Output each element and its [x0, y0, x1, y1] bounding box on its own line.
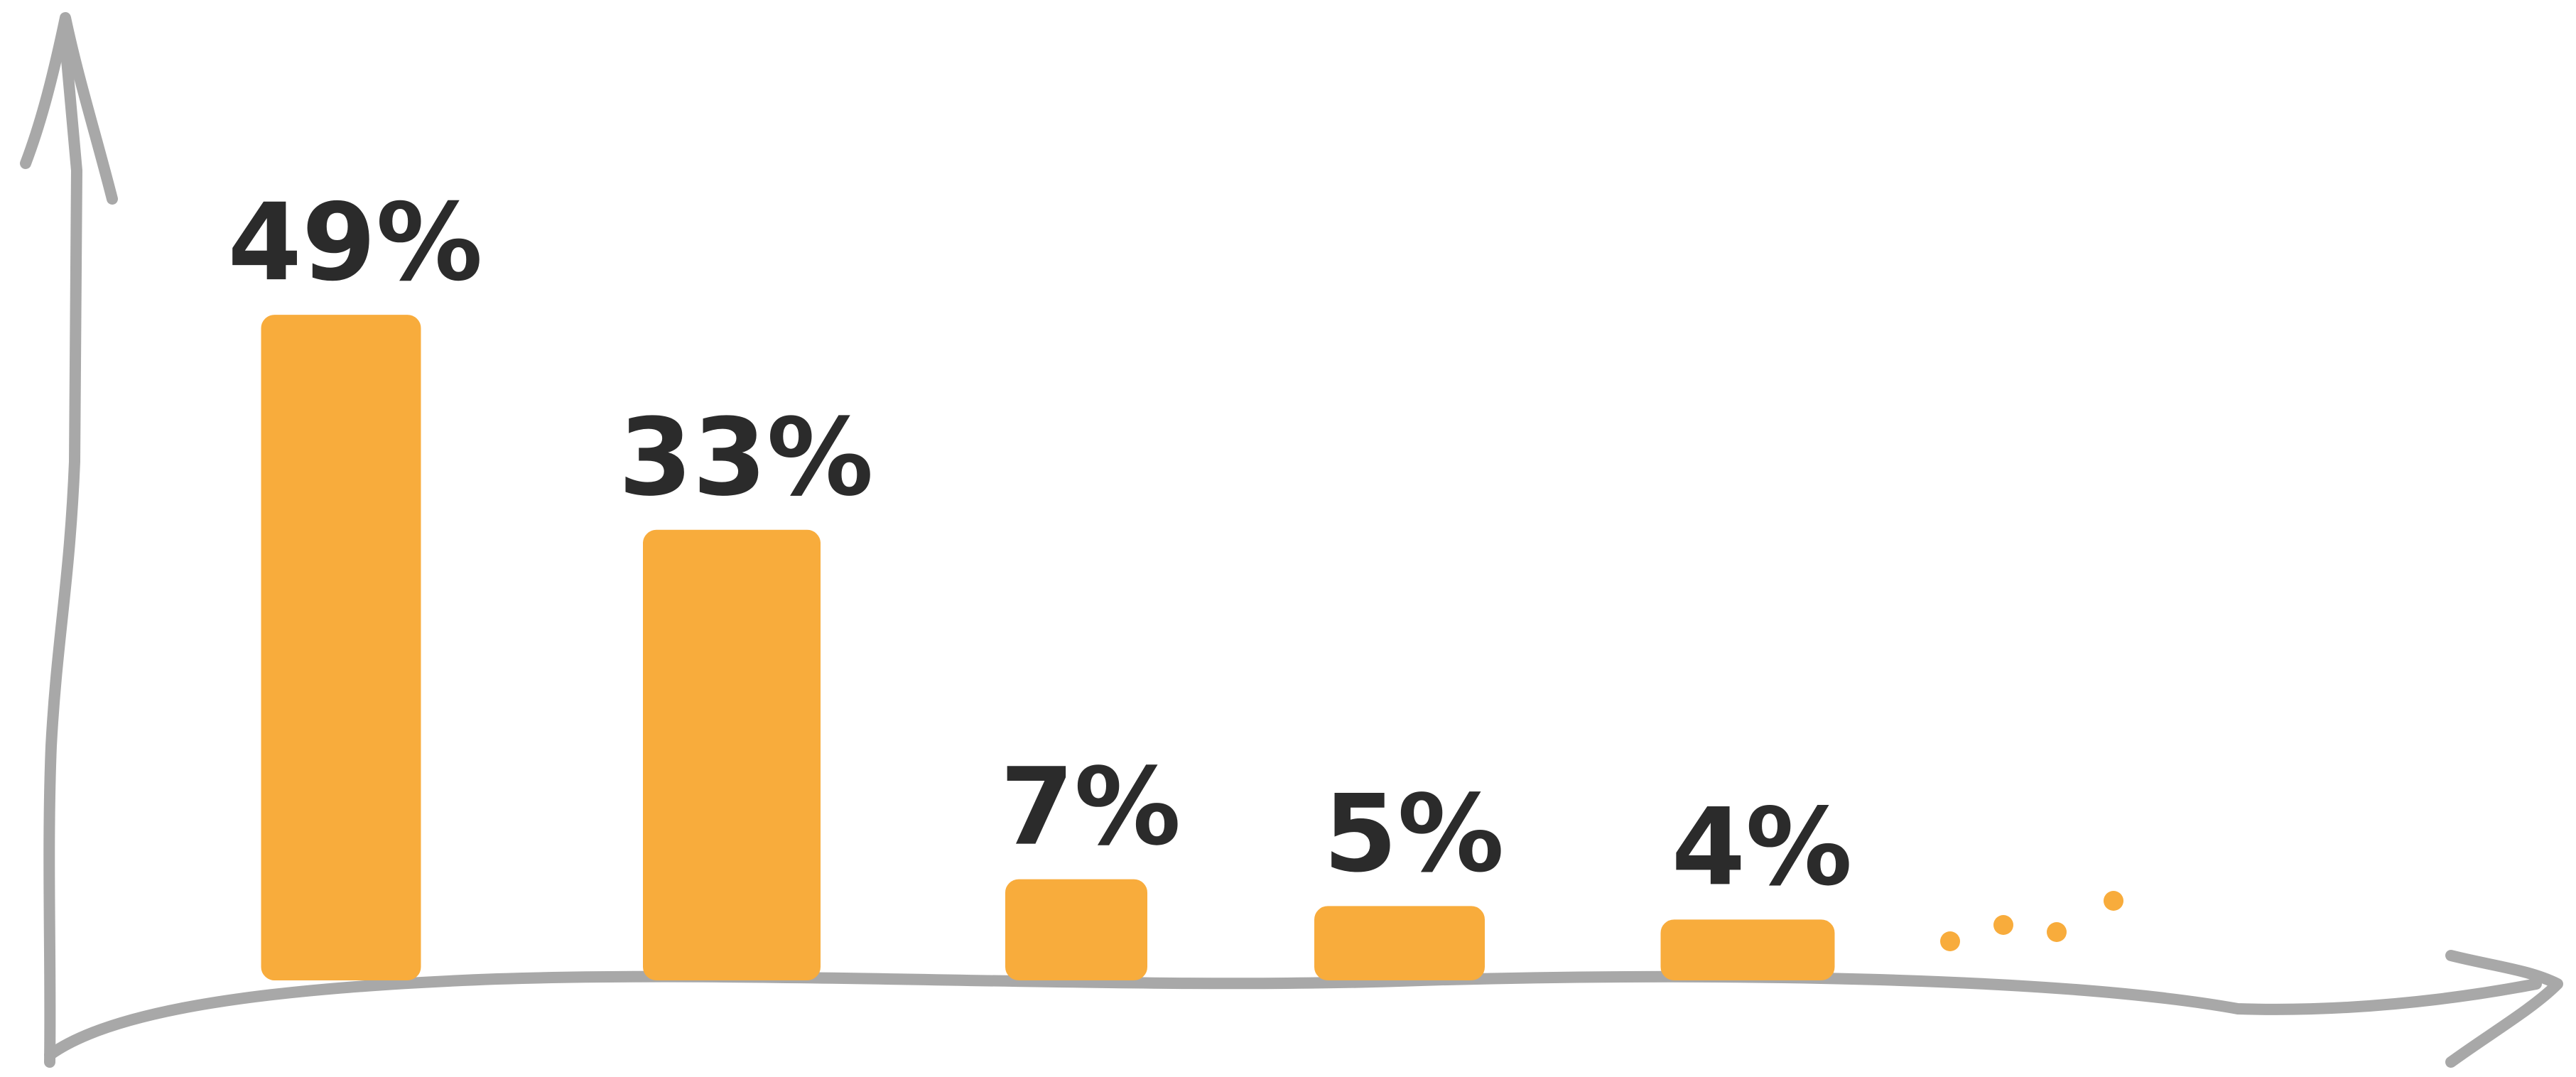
trailing-ellipsis	[1940, 891, 2123, 951]
data-label: 49%	[227, 181, 482, 305]
bar	[1660, 919, 1835, 981]
ellipsis-dot	[1993, 915, 2013, 935]
bar	[261, 315, 421, 981]
x-axis	[44, 970, 2542, 1061]
chart-axes	[20, 12, 2563, 1068]
data-label: 7%	[1000, 746, 1181, 870]
bar	[643, 529, 821, 980]
ellipsis-dot	[2047, 922, 2067, 942]
bar	[1314, 906, 1485, 980]
bar	[1005, 879, 1147, 981]
data-label: 5%	[1324, 772, 1505, 896]
data-label: 33%	[618, 396, 873, 520]
ellipsis-dot	[2104, 891, 2123, 911]
ellipsis-dot	[1940, 931, 1960, 951]
x-axis-arrow	[2445, 950, 2563, 1068]
bar-series	[261, 315, 1835, 981]
data-label: 4%	[1672, 786, 1853, 909]
data-labels: 49% 33% 7% 5% 4%	[227, 181, 1852, 909]
y-axis	[43, 23, 82, 1068]
y-axis-arrow	[20, 12, 118, 205]
